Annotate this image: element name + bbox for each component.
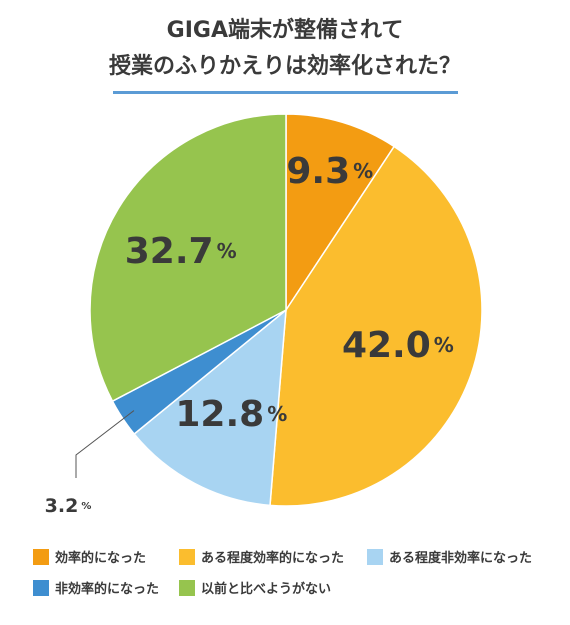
chart-title-line2: 授業のふりかえりは効率化された？ xyxy=(108,54,461,79)
slice-label-1: 9.3% xyxy=(286,151,373,192)
pie-slice-5 xyxy=(89,113,287,403)
slice-label-2: 42.0% xyxy=(342,325,454,366)
slice-label-3: 12.8% xyxy=(175,394,287,435)
pie-slice-3 xyxy=(133,308,287,507)
chart-title-line1: GIGA端末が整備されて xyxy=(166,18,404,43)
slice-label-4: 3.2% xyxy=(45,495,92,517)
pie-slice-2 xyxy=(269,145,483,507)
pie-slice-1 xyxy=(285,113,396,313)
leader-line xyxy=(75,410,135,478)
slice-label-5: 32.7% xyxy=(125,231,237,272)
title-underline xyxy=(113,91,458,94)
